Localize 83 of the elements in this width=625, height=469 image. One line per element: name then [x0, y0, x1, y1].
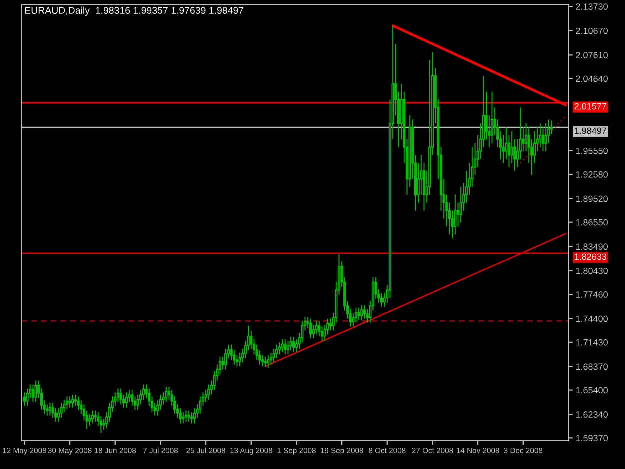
candlestick: [34, 380, 38, 403]
candlestick: [281, 338, 284, 353]
candlestick: [179, 408, 182, 424]
candlestick: [267, 354, 270, 369]
candlestick: [193, 408, 196, 424]
candlestick: [290, 336, 292, 352]
candlestick: [199, 396, 202, 415]
candlestick: [48, 402, 52, 416]
y-tick-label: 2.13730: [576, 4, 608, 10]
y-tick-label: 1.83490: [576, 244, 608, 250]
candlestick: [270, 352, 273, 366]
candlestick: [292, 336, 296, 353]
candlestick: [142, 384, 146, 400]
candlestick: [116, 388, 120, 403]
candlestick: [264, 356, 267, 368]
y-tick-label: 2.07610: [576, 52, 608, 59]
ref-line-label: 1.98497: [574, 128, 606, 134]
y-tick-label: 1.95550: [576, 148, 608, 154]
candlestick: [184, 410, 188, 423]
candlestick: [261, 354, 264, 367]
candlestick: [88, 414, 92, 426]
candlestick: [182, 412, 185, 424]
candlestick: [318, 320, 321, 337]
candlestick: [276, 344, 278, 360]
candlestick: [490, 91, 494, 144]
y-tick-label: 1.77460: [576, 292, 608, 298]
candlestick: [66, 396, 69, 410]
y-tick-label: 1.89520: [576, 196, 608, 202]
y-tick-label: 2.04640: [576, 76, 608, 82]
y-tick-label: 1.80430: [576, 268, 608, 274]
candlestick: [77, 396, 80, 411]
candlestick: [23, 392, 26, 407]
candlestick: [120, 388, 122, 406]
y-tick-label: 1.65400: [576, 387, 608, 394]
candlestick: [286, 340, 290, 356]
candlestick: [542, 127, 545, 152]
candlestick: [32, 384, 35, 403]
candlestick: [208, 384, 210, 400]
candlestick: [60, 402, 63, 419]
candlestick: [380, 292, 384, 308]
candlestick: [363, 304, 366, 320]
candlestick: [236, 354, 239, 367]
candlestick: [238, 352, 242, 367]
candlestick: [224, 348, 228, 370]
chart-title: EURAUD,Daily 1.98316 1.99357 1.97639 1.98497: [25, 6, 244, 16]
candlestick: [94, 410, 97, 423]
candlestick: [91, 410, 94, 424]
candlestick: [230, 344, 233, 361]
candlestick: [74, 394, 78, 407]
y-tick-label: 1.86550: [576, 219, 608, 226]
candlestick: [278, 342, 282, 356]
candlestick: [360, 304, 364, 321]
candlestick: [131, 390, 134, 407]
candlestick: [100, 416, 103, 434]
candlestick: [454, 194, 457, 236]
y-tick-label: 1.74400: [576, 316, 608, 322]
y-tick-label: 1.71430: [576, 339, 608, 346]
candlestick: [539, 123, 542, 148]
candlestick: [310, 318, 312, 340]
candlestick: [354, 307, 358, 324]
candlestick: [315, 320, 318, 336]
candlestick: [26, 388, 29, 407]
ref-line-label: 2.01577: [574, 103, 606, 110]
candlestick: [165, 386, 168, 403]
candlestick: [125, 392, 128, 408]
candlestick: [460, 186, 462, 224]
candlestick: [272, 348, 276, 363]
y-tick-label: 1.62340: [576, 412, 608, 418]
y-tick-label: 1.59370: [576, 435, 608, 442]
candlestick: [284, 338, 287, 356]
y-tick-label: 1.92580: [576, 171, 608, 178]
y-tick-label: 1.68370: [576, 364, 608, 370]
candlestick: [188, 410, 190, 423]
y-tick-label: 2.10670: [576, 28, 608, 34]
candlestick: [72, 394, 74, 408]
candlestick: [544, 123, 548, 152]
candlestick: [46, 404, 49, 416]
candlestick: [52, 402, 54, 419]
candlestick: [68, 396, 72, 408]
ref-line-label: 1.82633: [574, 254, 607, 260]
candlestick: [190, 412, 194, 424]
candlestick: [358, 307, 360, 321]
candlestick: [136, 394, 140, 411]
